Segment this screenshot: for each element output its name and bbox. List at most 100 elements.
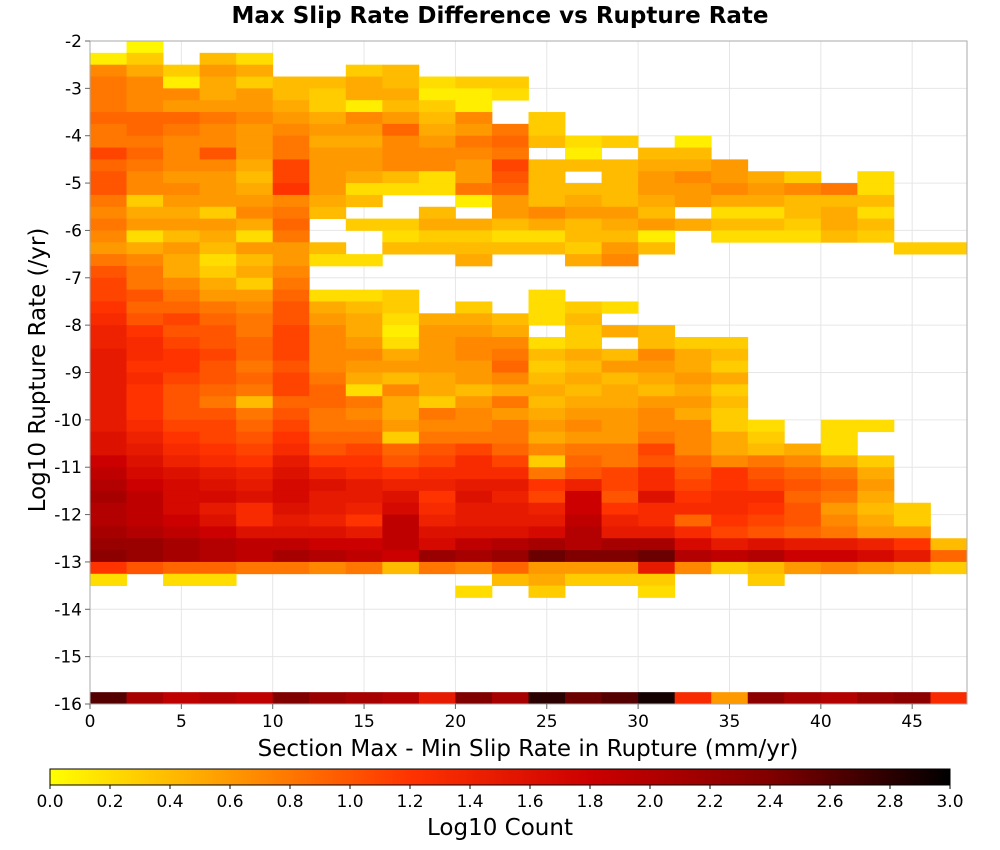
heatmap-cell [674,431,712,444]
heatmap-cell [565,135,602,148]
heatmap-cell [309,692,347,705]
heatmap-cell [272,301,310,314]
heatmap-cell [309,455,347,468]
heatmap-cell [528,514,566,527]
heatmap-cell [455,218,493,231]
heatmap-cell [711,230,749,243]
heatmap-cell [711,526,749,539]
heatmap-cell [711,538,749,551]
heatmap-cell [126,194,164,208]
heatmap-cell [491,218,529,231]
heatmap-cell [674,171,712,184]
heatmap-cell [491,194,529,208]
y-tick-label: -13 [54,553,82,573]
heatmap-cell [893,242,931,255]
heatmap-cell [90,561,127,575]
heatmap-cell [163,183,201,196]
heatmap-cell [309,348,347,362]
heatmap-cell [126,277,164,291]
heatmap-cell [820,550,858,563]
heatmap-cell [418,431,456,444]
heatmap-cell [674,538,712,551]
heatmap-cell [199,538,237,551]
heatmap-cell [601,692,639,705]
heatmap-cell [528,289,566,302]
heatmap-cell [236,254,274,267]
heatmap-cell [345,479,383,492]
heatmap-cell [90,502,127,515]
heatmap-cell [491,230,529,243]
heatmap-cell [455,479,493,492]
x-tick-label: 10 [262,712,284,732]
heatmap-cell [528,585,566,598]
heatmap-cell [528,467,566,480]
heatmap-cell [272,408,310,421]
heatmap-cell [382,550,420,563]
heatmap-cell [90,112,127,125]
x-tick-label: 15 [353,712,375,732]
heatmap-cell [784,206,822,219]
heatmap-cell [163,561,201,575]
heatmap-cell [711,514,749,527]
heatmap-cell [528,230,566,243]
heatmap-cell [820,443,858,456]
heatmap-cell [491,360,529,373]
heatmap-cell [309,206,347,219]
heatmap-cell [382,325,420,338]
heatmap-cell [163,206,201,219]
heatmap-cell [674,443,712,456]
heatmap-cell [126,218,164,231]
heatmap-cell [601,467,639,480]
heatmap-cell [309,467,347,480]
heatmap-cell [638,194,676,208]
heatmap-cell [163,431,201,444]
heatmap-cell [309,360,347,373]
heatmap-cell [418,408,456,421]
heatmap-cell [638,171,676,184]
heatmap-cell [90,384,127,397]
heatmap-cell [345,443,383,456]
heatmap-cell [163,265,201,279]
heatmap-cell [601,526,639,539]
heatmap-cell [711,171,749,184]
heatmap-cell [345,194,383,208]
heatmap-cell [638,467,676,480]
heatmap-cell [820,514,858,527]
heatmap-cell [638,336,676,350]
heatmap-cell [272,171,310,184]
heatmap-cell [126,64,164,77]
heatmap-cell [601,135,639,148]
heatmap-cell [528,550,566,563]
heatmap-cell [382,479,420,492]
heatmap-cell [236,561,274,575]
colorbar [49,768,951,786]
heatmap-cell [784,218,822,231]
heatmap-cell [199,455,237,468]
heatmap-cell [455,147,493,160]
heatmap-cell [126,76,164,89]
heatmap-cell [126,325,164,338]
heatmap-cell [199,218,237,231]
heatmap-cell [638,502,676,515]
heatmap-cell [272,183,310,196]
heatmap-cell [272,561,310,575]
heatmap-cell [565,206,602,219]
heatmap-cell [309,372,347,385]
heatmap-cell [857,514,895,527]
heatmap-cell [565,408,602,421]
heatmap-cell [601,573,639,587]
heatmap-cell [711,431,749,444]
heatmap-cell [455,112,493,125]
x-axis-ticks: 0 5 10 15 20 25 30 35 40 45 [85,704,923,732]
heatmap-cell [455,396,493,409]
heatmap-cell [272,325,310,338]
heatmap-cell [382,230,420,243]
heatmap-cell [528,408,566,421]
heatmap-cell [638,443,676,456]
heatmap-cell [711,218,749,231]
heatmap-cell [711,479,749,492]
heatmap-cell [236,490,274,504]
heatmap-cell [930,550,968,563]
heatmap-cell [747,538,785,551]
